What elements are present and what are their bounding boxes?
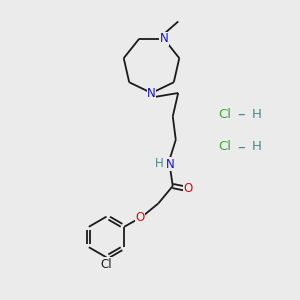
Text: Cl: Cl [101, 257, 112, 271]
Text: Cl: Cl [218, 107, 232, 121]
Text: O: O [135, 211, 144, 224]
Text: O: O [184, 182, 193, 196]
Text: N: N [160, 32, 168, 45]
Text: –: – [238, 106, 245, 122]
Text: H: H [252, 107, 261, 121]
Text: H: H [252, 140, 261, 154]
Text: N: N [165, 158, 174, 171]
Text: Cl: Cl [218, 140, 232, 154]
Text: N: N [147, 86, 156, 100]
Text: –: – [238, 140, 245, 154]
Text: H: H [155, 157, 164, 170]
